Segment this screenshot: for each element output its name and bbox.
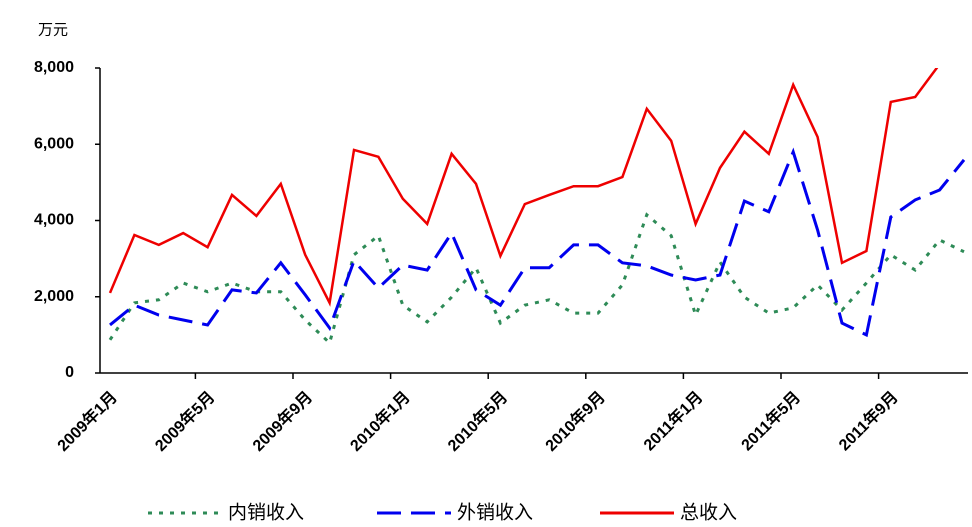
x-tick-label: 2011年5月 xyxy=(737,387,804,454)
x-tick-label: 2011年1月 xyxy=(640,387,707,454)
x-tick-label: 2009年9月 xyxy=(248,387,316,455)
x-tick-label: 2010年1月 xyxy=(346,387,414,455)
series-line xyxy=(108,68,939,307)
series-group xyxy=(109,147,966,338)
x-tick-label: 2009年1月 xyxy=(53,387,121,455)
y-tick-label: 6,000 xyxy=(34,135,74,152)
y-tick-label: 0 xyxy=(65,364,74,381)
x-tick-label: 2010年5月 xyxy=(444,387,512,455)
y-axis-label: 万元 xyxy=(38,21,68,39)
x-tick-label: 2010年9月 xyxy=(541,387,609,455)
legend-label: 外销收入 xyxy=(457,502,533,524)
series-group xyxy=(108,68,939,307)
y-tick-label: 8,000 xyxy=(34,59,74,76)
series-line xyxy=(108,212,965,346)
legend-label: 内销收入 xyxy=(228,502,304,524)
y-tick-label: 2,000 xyxy=(34,288,74,305)
legend-label: 总收入 xyxy=(680,502,737,524)
series-group xyxy=(108,212,965,346)
series-line xyxy=(109,147,966,338)
y-tick-label: 4,000 xyxy=(34,212,74,229)
x-tick-label: 2011年9月 xyxy=(835,387,902,454)
x-tick-label: 2009年5月 xyxy=(151,387,219,455)
